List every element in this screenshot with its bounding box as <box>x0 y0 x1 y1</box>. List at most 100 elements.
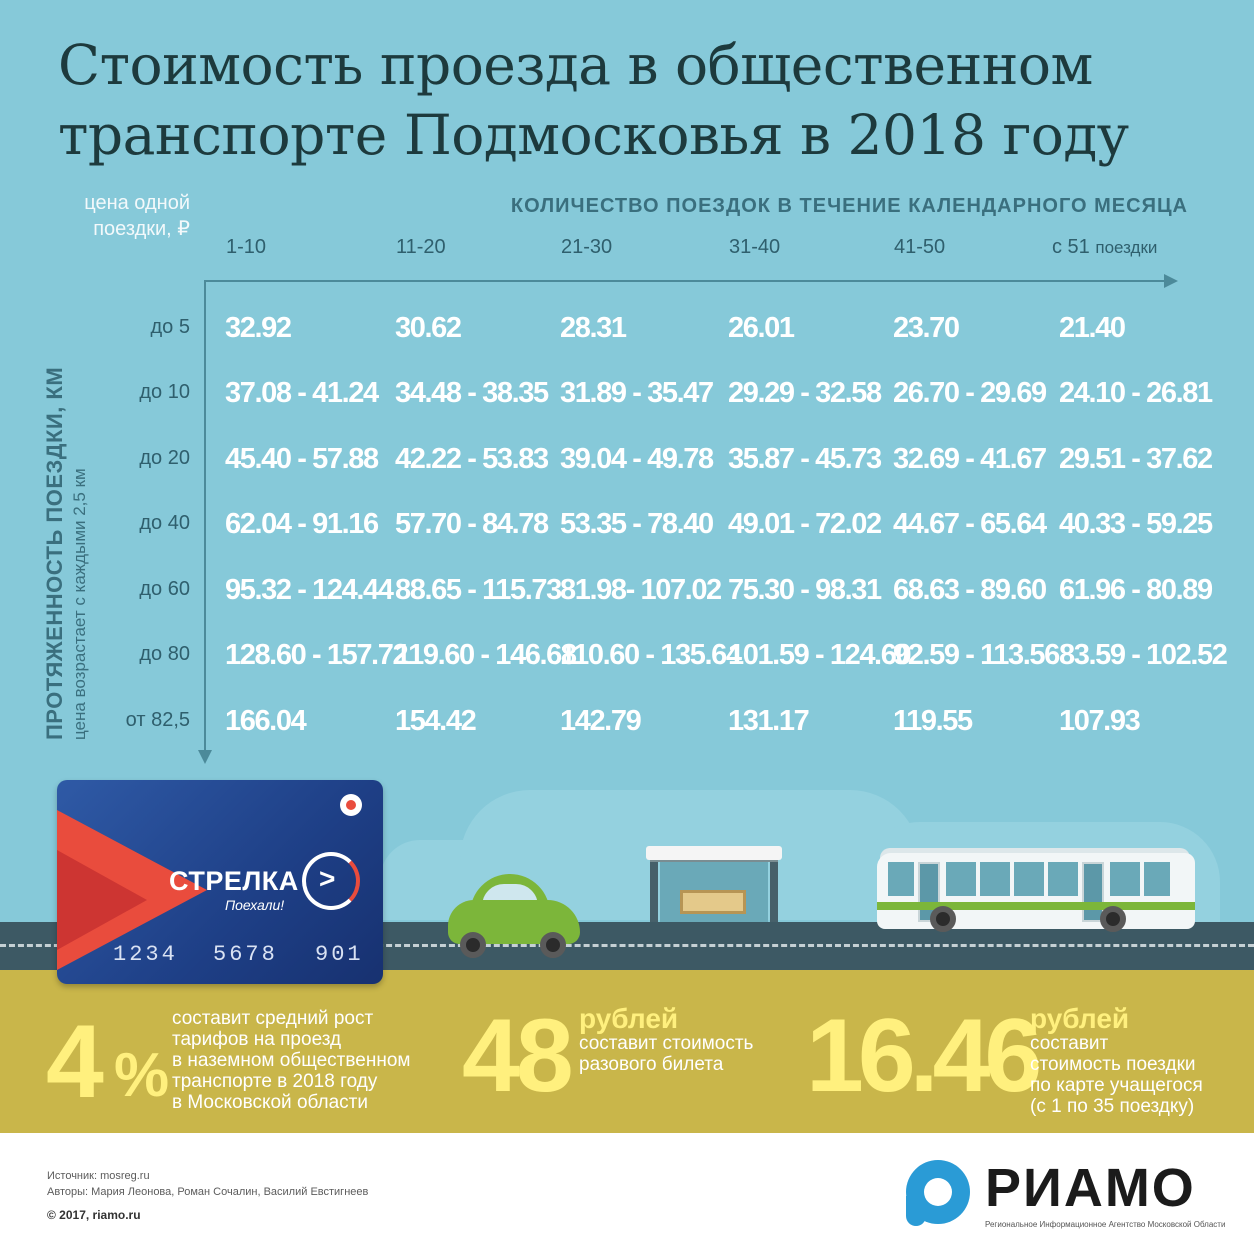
stat-tariff-growth-unit: % <box>114 1041 170 1110</box>
page-title-line2: транспорте Подмосковья в 2018 году <box>58 103 1129 167</box>
row-label: от 82,5 <box>125 709 190 731</box>
stat-text-line: в Московской области <box>172 1092 369 1113</box>
fare-cell: 88.65 - 115.73 <box>395 574 562 606</box>
fare-cell: 119.55 <box>893 705 973 737</box>
column-header: 41-50 <box>894 236 946 258</box>
price-axis-label-line1: цена одной <box>84 192 190 214</box>
card-number-part: 1234 <box>113 942 178 967</box>
card-brand: СТРЕЛКА <box>169 866 299 896</box>
bus-wheel <box>930 906 956 932</box>
bus-stop-post <box>650 862 658 922</box>
fare-cell: 45.40 - 57.88 <box>225 443 379 475</box>
card-number-part: 901 <box>315 942 364 967</box>
stat-text-line: транспорте в 2018 году <box>172 1071 378 1092</box>
horizontal-axis <box>204 280 1168 282</box>
column-header-last-suffix: поездки <box>1095 238 1158 257</box>
stat-text-line: тарифов на проезд <box>172 1029 342 1050</box>
card-slogan: Поехали! <box>225 897 285 913</box>
distance-axis-note: цена возрастает с каждыми 2,5 км <box>70 468 89 740</box>
bus-window <box>888 862 914 896</box>
stat-student-fare-unit: рублей <box>1030 1003 1130 1034</box>
stat-tariff-growth-text: составит средний рост тарифов на проезд … <box>172 1008 410 1113</box>
riamo-logo-inner <box>924 1178 952 1206</box>
fare-cell: 131.17 <box>728 705 810 737</box>
fare-cell: 32.92 <box>225 312 292 344</box>
page-title: Стоимость проезда в общественном транспо… <box>58 30 1218 170</box>
stats-panel <box>0 970 1254 1133</box>
stat-text-line: (с 1 по 35 поездку) <box>1030 1096 1195 1117</box>
stat-single-ticket-text: составит стоимость разового билета <box>579 1033 753 1075</box>
fare-cell: 81.98- 107.02 <box>560 574 722 606</box>
riamo-logo-subtitle: Региональное Информационное Агентство Мо… <box>985 1220 1226 1229</box>
trips-axis-header: КОЛИЧЕСТВО ПОЕЗДОК В ТЕЧЕНИЕ КАЛЕНДАРНОГ… <box>510 195 1188 217</box>
fare-cell: 95.32 - 124.44 <box>225 574 394 606</box>
footer-authors: Авторы: Мария Леонова, Роман Сочалин, Ва… <box>47 1186 369 1198</box>
fare-cell: 35.87 - 45.73 <box>728 443 882 475</box>
vertical-arrow-icon <box>198 750 212 764</box>
bus-window <box>946 862 976 896</box>
column-header-last-prefix: с 51 <box>1052 236 1090 258</box>
stat-single-ticket-unit: рублей <box>579 1003 679 1034</box>
fare-cell: 142.79 <box>560 705 642 737</box>
fare-cell: 24.10 - 26.81 <box>1059 377 1213 409</box>
bus-window <box>980 862 1010 896</box>
price-axis-label-line2: поездки, ₽ <box>93 218 190 240</box>
row-label: до 5 <box>150 316 190 338</box>
page-title-line1: Стоимость проезда в общественном <box>58 33 1093 97</box>
fare-cell: 119.60 - 146.68 <box>395 639 577 671</box>
fare-cell: 42.22 - 53.83 <box>395 443 549 475</box>
fare-cell: 154.42 <box>395 705 477 737</box>
fare-cell: 128.60 - 157.72 <box>225 639 409 671</box>
stat-text-line: разового билета <box>579 1054 724 1075</box>
fare-cell: 166.04 <box>225 705 307 737</box>
column-header: 21-30 <box>561 236 613 258</box>
fare-cell: 68.63 - 89.60 <box>893 574 1047 606</box>
stat-text-line: составит <box>1030 1033 1109 1054</box>
row-label: до 20 <box>139 447 190 469</box>
row-label: до 10 <box>139 381 190 403</box>
strelka-card: СТРЕЛКА Поехали! > 1234 5678 901 <box>57 780 383 984</box>
bus-stop-post <box>770 862 778 922</box>
chevron-right-icon: > <box>319 863 336 894</box>
fare-cell: 30.62 <box>395 312 462 344</box>
bus-wheel <box>1100 906 1126 932</box>
fare-cell: 101.59 - 124.60 <box>728 639 912 671</box>
card-number-part: 5678 <box>213 942 278 967</box>
row-label: до 60 <box>139 578 190 600</box>
fare-cell: 83.59 - 102.52 <box>1059 639 1228 671</box>
fare-cell: 110.60 - 135.64 <box>560 639 742 671</box>
bus-window <box>1014 862 1044 896</box>
fare-cell: 23.70 <box>893 312 960 344</box>
stat-tariff-growth-value: 4 <box>46 1004 104 1120</box>
fare-cell: 37.08 - 41.24 <box>225 377 379 409</box>
bus-stripe <box>877 902 1195 910</box>
column-header: 11-20 <box>396 236 446 258</box>
stat-text-line: по карте учащегося <box>1030 1075 1203 1096</box>
footer-source: Источник: mosreg.ru <box>47 1170 150 1182</box>
card-logo-dot <box>346 800 356 810</box>
bus-window <box>1110 862 1140 896</box>
fare-cell: 26.01 <box>728 312 795 344</box>
stat-text-line: составит средний рост <box>172 1008 374 1029</box>
fare-cell: 31.89 - 35.47 <box>560 377 714 409</box>
fare-cell: 62.04 - 91.16 <box>225 508 379 540</box>
fare-cell: 34.48 - 38.35 <box>395 377 549 409</box>
fare-cell: 21.40 <box>1059 312 1126 344</box>
stat-student-fare-text: составит стоимость поездки по карте учащ… <box>1030 1033 1203 1117</box>
row-label: до 80 <box>139 643 190 665</box>
stat-text-line: составит стоимость <box>579 1033 754 1054</box>
fare-cell: 28.31 <box>560 312 627 344</box>
bus-window <box>1048 862 1078 896</box>
arrow-circle-icon <box>302 852 360 910</box>
column-header: 1-10 <box>226 236 267 258</box>
distance-axis-label: ПРОТЯЖЕННОСТЬ ПОЕЗДКИ, КМ цена возрастае… <box>40 360 90 740</box>
distance-axis-title: ПРОТЯЖЕННОСТЬ ПОЕЗДКИ, КМ <box>42 366 67 740</box>
fare-cell: 92.59 - 113.56 <box>893 639 1060 671</box>
riamo-logo-text[interactable]: РИАМО <box>985 1158 1196 1218</box>
vertical-axis <box>204 280 206 752</box>
column-header-last: с 51 поездки <box>1052 236 1157 259</box>
bus-stop-roof <box>646 846 782 860</box>
fare-cell: 40.33 - 59.25 <box>1059 508 1213 540</box>
footer-copyright: © 2017, riamo.ru <box>47 1208 141 1222</box>
stat-text-line: стоимость поездки <box>1030 1054 1196 1075</box>
